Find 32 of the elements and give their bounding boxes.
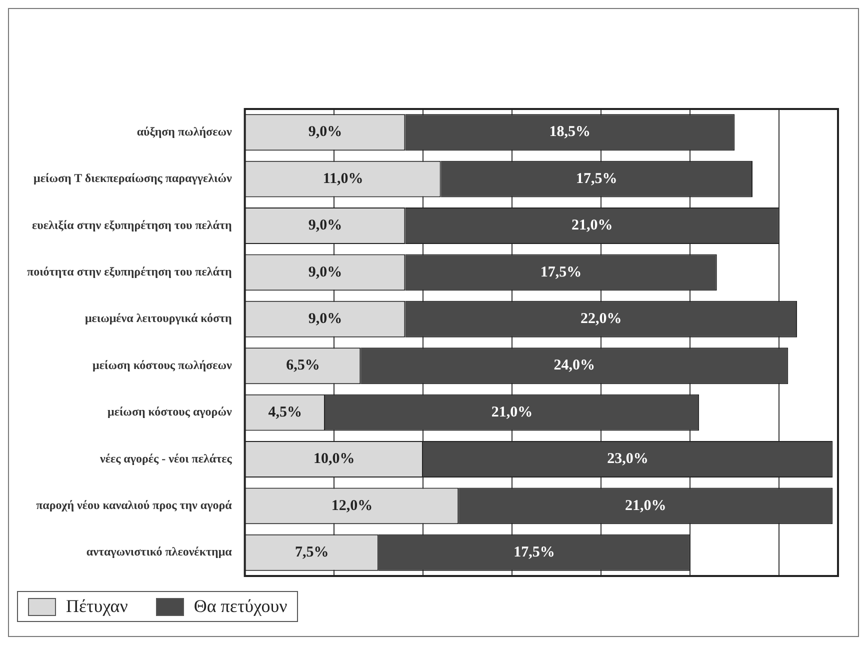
y-tick-label: παροχή νέου καναλιού προς την αγορά (36, 498, 232, 512)
y-tick-label: ανταγωνιστικό πλεονέκτημα (86, 544, 232, 559)
data-label: 17,5% (540, 264, 582, 280)
data-label: 18,5% (549, 124, 591, 140)
y-tick-label: νέες αγορές - νέοι πελάτες (99, 451, 233, 466)
data-label: 17,5% (576, 170, 618, 187)
data-label: 7,5% (295, 544, 329, 561)
data-label: 9,0% (308, 218, 342, 234)
data-label: 21,0% (491, 404, 533, 420)
data-label: 24,0% (554, 358, 595, 374)
data-label: 21,0% (624, 498, 666, 514)
data-label: 9,0% (308, 311, 342, 328)
y-tick-label: αύξηση πωλήσεων (136, 124, 232, 138)
data-label: 9,0% (308, 124, 342, 140)
data-label: 12,0% (331, 498, 373, 514)
y-tick-label: ποιότητα στην εξυπηρέτηση του πελάτη (26, 264, 232, 279)
legend-label: Θα πετύχουν (194, 596, 288, 617)
y-tick-label: μειωμένα λειτουργικά κόστη (84, 311, 232, 326)
data-label: 23,0% (607, 451, 648, 468)
y-tick-label: ευελιξία στην εξυπηρέτηση του πελάτη (32, 218, 232, 232)
data-label: 10,0% (314, 451, 355, 468)
data-label: 4,5% (268, 404, 302, 420)
data-label: 9,0% (308, 264, 342, 280)
data-label: 6,5% (286, 358, 320, 374)
data-label: 21,0% (572, 218, 613, 234)
data-label: 22,0% (580, 311, 622, 328)
y-tick-label: μείωση κόστους αγορών (108, 404, 232, 419)
data-label: 17,5% (514, 544, 555, 561)
y-tick-label: μείωση Τ διεκπεραίωσης παραγγελιών (34, 171, 232, 186)
data-label: 11,0% (322, 170, 364, 187)
legend-label: Πέτυχαν (66, 596, 128, 617)
y-tick-label: μείωση κόστους πωλήσεων (92, 358, 232, 372)
